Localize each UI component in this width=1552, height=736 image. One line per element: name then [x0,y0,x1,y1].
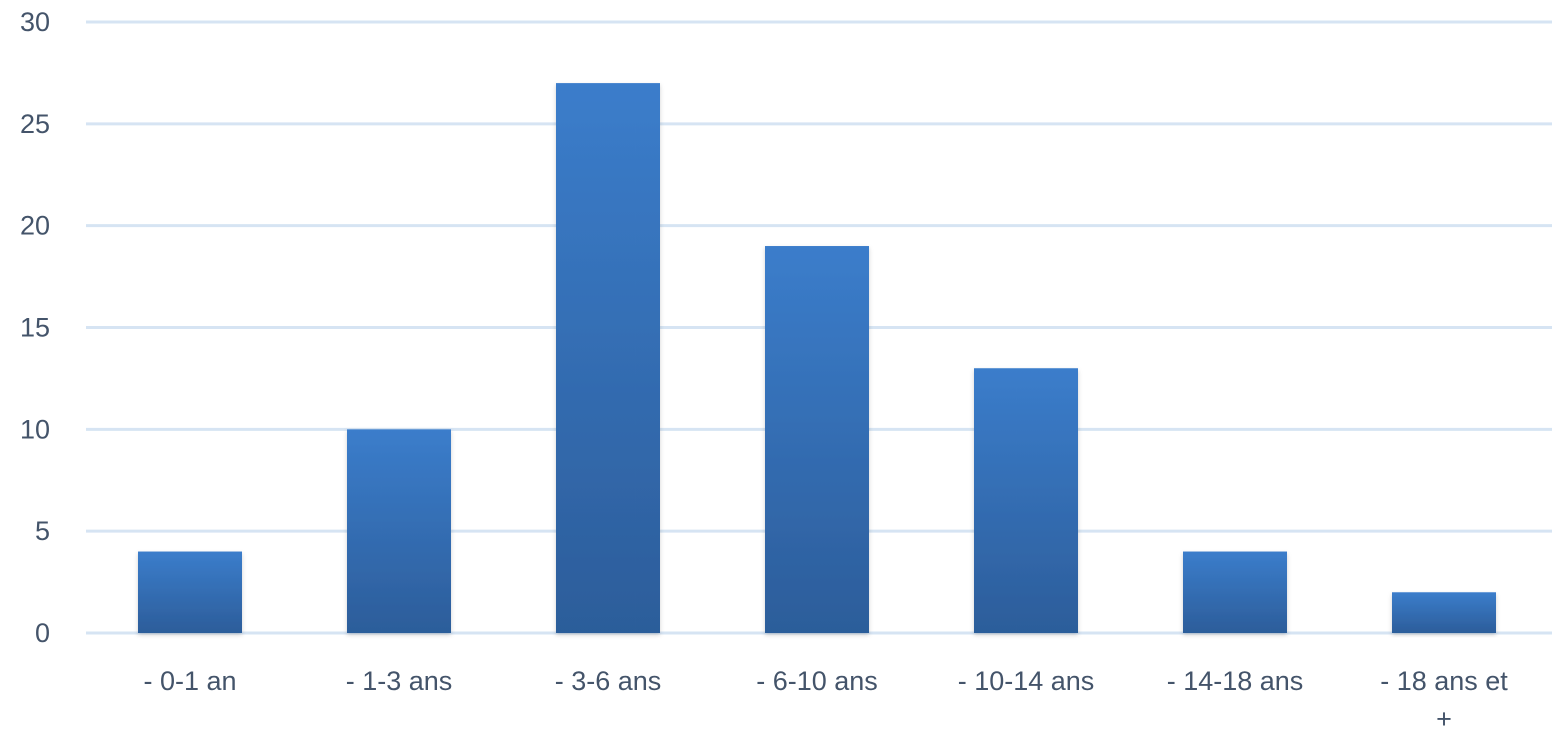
x-category-label: - 18 ans et + [1380,666,1508,734]
x-category-label: - 10-14 ans [958,666,1095,696]
y-tick-label: 20 [20,211,50,241]
x-category-label: - 6-10 ans [756,666,878,696]
bar [765,246,869,634]
y-tick-label: 15 [20,313,50,343]
x-category-label: - 1-3 ans [346,666,453,696]
y-tick-label: 10 [20,414,50,444]
bar [347,429,451,633]
y-tick-label: 30 [20,7,50,37]
bar [138,551,242,633]
bar [974,368,1078,633]
y-tick-label: 5 [35,516,50,546]
x-category-label: - 0-1 an [143,666,236,696]
y-tick-label: 25 [20,109,50,139]
bars [138,83,1496,634]
y-tick-label: 0 [35,618,50,648]
bar [556,83,660,634]
y-axis-tick-labels: 0 5 10 15 20 25 30 [20,7,50,648]
x-category-label: - 14-18 ans [1167,666,1304,696]
x-category-label: - 3-6 ans [555,666,662,696]
bar [1183,551,1287,633]
bar [1392,592,1496,633]
x-axis-category-labels: - 0-1 an - 1-3 ans - 3-6 ans - 6-10 ans - 10… [143,666,1508,734]
